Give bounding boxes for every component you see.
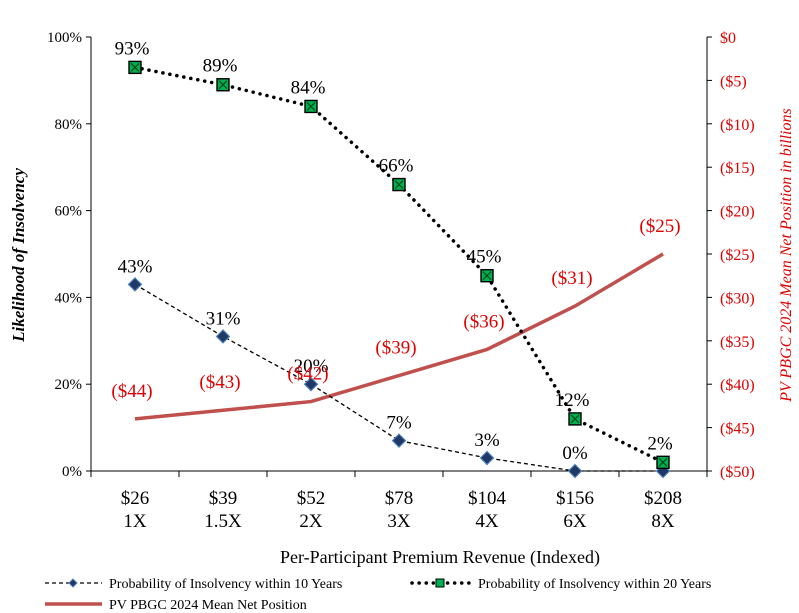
net-position-label: ($43) — [199, 372, 240, 393]
axes: 0% 20% 40% 60% 80% 100% ($50) ($45) ($40) ($35) ($… — [47, 30, 755, 532]
x-tick-label: $156 6X — [556, 488, 594, 532]
y2-tick-label: ($25) — [720, 247, 755, 264]
insolvency-20y-label: 12% — [555, 390, 590, 411]
net-position-label: ($36) — [463, 311, 504, 332]
insolvency-20y-label: 93% — [115, 38, 150, 59]
y2-tick-label: ($15) — [720, 160, 755, 177]
net-position-label: ($39) — [375, 338, 416, 359]
x-tick-label: $104 4X — [468, 488, 507, 532]
insolvency-20y-point — [568, 412, 582, 426]
insolvency-20y-point — [304, 99, 318, 114]
y-tick-label: 0% — [62, 464, 82, 480]
insolvency-10y-label: 20% — [294, 356, 329, 377]
insolvency-20y-point — [128, 60, 142, 75]
x-tick-label: $78 3X — [385, 488, 414, 532]
net-position-label: ($44) — [111, 381, 152, 402]
y2-tick-label: ($5) — [720, 73, 747, 90]
y-tick-label: 40% — [55, 290, 83, 306]
y-tick-label: 80% — [55, 117, 83, 133]
insolvency-20y-label: 2% — [647, 433, 673, 454]
insolvency-10y-point — [479, 450, 495, 466]
series-net-position — [134, 252, 664, 421]
data-labels: 43% 31% 20% 7% 3% 0% 93% 89% 84% 66% 45% 12% 2% ($44)… — [111, 38, 680, 464]
y-tick-label: 20% — [55, 377, 83, 393]
x-tick-label: $26 1X — [121, 488, 150, 532]
y2-tick-label: ($30) — [720, 290, 755, 307]
series-insolvency-10-years — [127, 277, 671, 479]
insolvency-20y-label: 84% — [291, 77, 326, 98]
y2-tick-label: ($50) — [720, 464, 755, 481]
insolvency-10y-label: 7% — [386, 413, 412, 434]
net-position-label: ($25) — [639, 216, 680, 237]
y-tick-label: 60% — [55, 204, 83, 220]
y2-tick-label: ($35) — [720, 334, 755, 351]
x-axis-title: Per-Participant Premium Revenue (Indexed… — [280, 547, 600, 568]
insolvency-10y-label: 0% — [562, 443, 588, 464]
insolvency-20y-point — [656, 455, 670, 470]
y2-tick-label: ($40) — [720, 377, 755, 394]
y2-tick-label: ($10) — [720, 117, 755, 134]
y2-tick-label: ($45) — [720, 421, 755, 438]
y-tick-label: 100% — [47, 30, 82, 46]
insolvency-10y-label: 43% — [118, 256, 153, 277]
legend-item-10-years: Probability of Insolvency within 10 Year… — [45, 577, 342, 592]
y-axis-title: Likelihood of Insolvency — [9, 168, 28, 343]
y2-tick-label: ($20) — [720, 204, 755, 221]
insolvency-20y-label: 66% — [379, 156, 414, 177]
legend-item-20-years: Probability of Insolvency within 20 Year… — [410, 577, 711, 592]
net-position-label: ($42) — [287, 364, 328, 385]
insolvency-10y-point — [127, 277, 143, 292]
insolvency-20y-point — [216, 78, 230, 92]
insolvency-20y-point — [392, 177, 406, 192]
series-insolvency-20-years — [128, 60, 670, 470]
y2-tick-label: $0 — [720, 30, 736, 47]
legend-label-net-position: PV PBGC 2024 Mean Net Position — [109, 598, 307, 613]
x-tick-label: $208 8X — [644, 488, 682, 532]
x-tick-label: $52 2X — [297, 488, 326, 532]
insolvency-20y-label: 89% — [203, 56, 238, 77]
insolvency-10y-point — [215, 329, 231, 344]
insolvency-20y-label: 45% — [467, 247, 502, 268]
legend: Probability of Insolvency within 10 Year… — [45, 577, 711, 613]
net-position-line — [134, 252, 664, 421]
y2-axis-title: PV PBGC 2024 Mean Net Position in billio… — [778, 108, 795, 402]
insolvency-10y-point — [567, 463, 583, 479]
insolvency-10y-point — [303, 376, 319, 392]
insolvency-10y-label: 31% — [206, 308, 241, 329]
insolvency-10y-point — [391, 433, 407, 448]
legend-item-net-position: PV PBGC 2024 Mean Net Position — [45, 598, 307, 613]
insolvency-10y-label: 3% — [474, 430, 500, 451]
insolvency-20y-point — [480, 269, 494, 283]
x-tick-label: $39 1.5X — [204, 488, 242, 532]
legend-label-20-years: Probability of Insolvency within 20 Year… — [478, 577, 711, 592]
legend-label-10-years: Probability of Insolvency within 10 Year… — [109, 577, 342, 592]
net-position-label: ($31) — [551, 268, 592, 289]
